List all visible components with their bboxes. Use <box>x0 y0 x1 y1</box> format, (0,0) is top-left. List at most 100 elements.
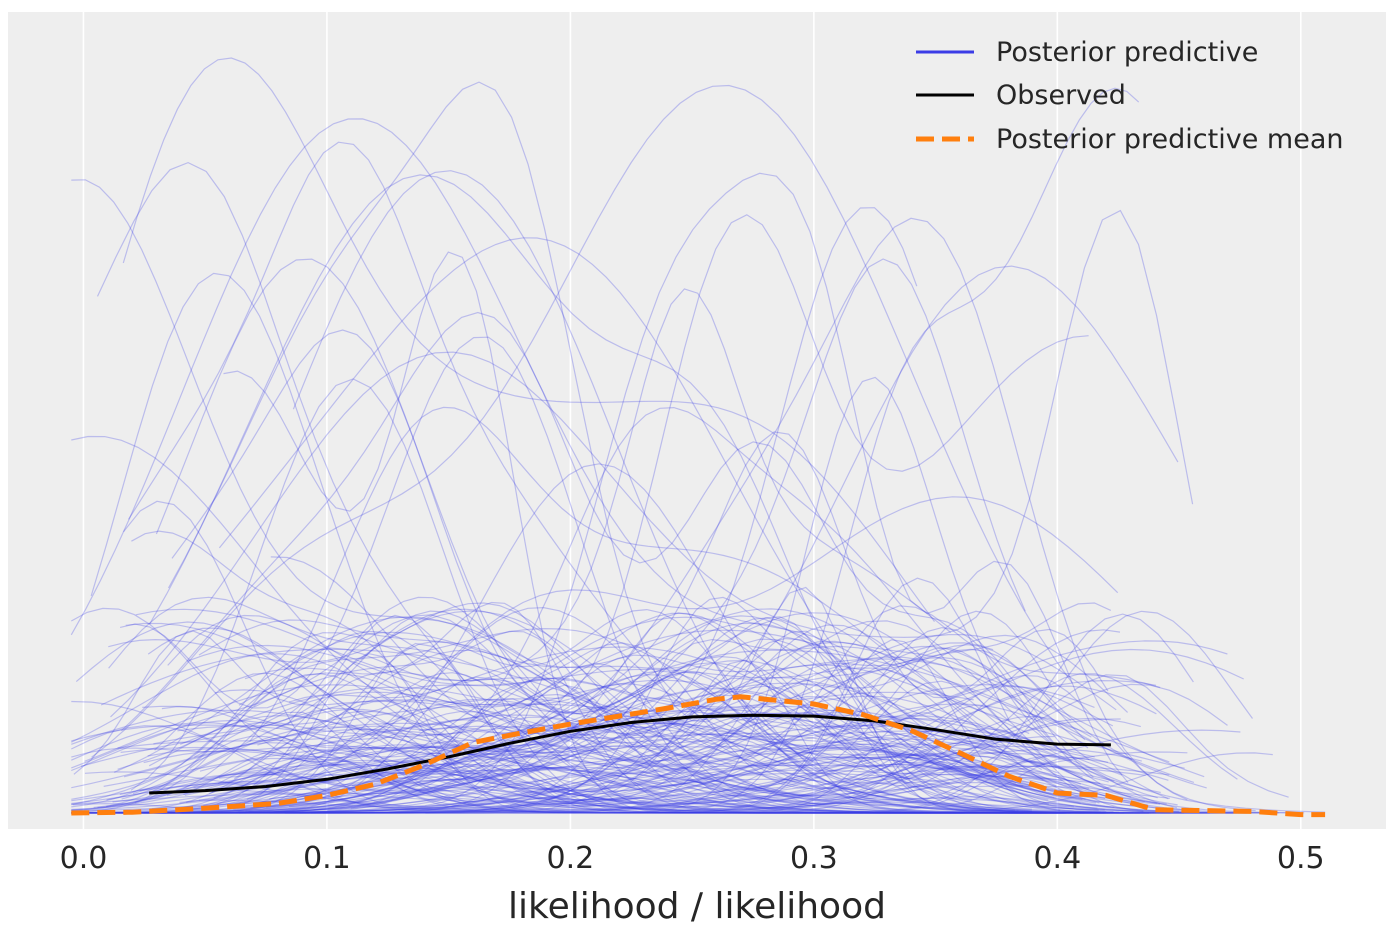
posterior-predictive-line <box>232 672 1057 814</box>
posterior-predictive-line <box>350 615 1083 810</box>
posterior-predictive-line <box>118 596 925 814</box>
posterior-predictive-line <box>269 769 1100 813</box>
posterior-predictive-line <box>71 719 950 793</box>
posterior-predictive-line <box>143 743 1188 814</box>
plot-area <box>8 12 1386 829</box>
x-tick-label: 0.2 <box>547 841 595 876</box>
posterior-predictive-line <box>214 689 1115 782</box>
posterior-predictive-line <box>89 756 1055 814</box>
posterior-predictive-line <box>177 725 1066 814</box>
posterior-predictive-line <box>155 214 1089 700</box>
posterior-predictive-line <box>154 672 1141 814</box>
posterior-predictive-line <box>153 610 1028 814</box>
posterior-predictive-line <box>72 765 1044 814</box>
series-lines <box>71 694 1326 818</box>
posterior-predictive-line <box>184 685 1101 813</box>
posterior-predictive-line <box>263 698 1065 814</box>
posterior-predictive-line <box>71 764 1149 814</box>
posterior-predictive-line <box>108 602 1048 814</box>
posterior-predictive-line <box>71 715 1106 814</box>
posterior-predictive-line <box>71 763 1170 814</box>
x-axis-ticks: 0.0 0.1 0.2 0.3 0.4 0.5 <box>60 841 1325 876</box>
posterior-predictive-line <box>71 662 1083 814</box>
x-tick-label: 0.4 <box>1033 841 1081 876</box>
posterior-predictive-line <box>132 613 1194 814</box>
posterior-predictive-line <box>148 714 1123 776</box>
posterior-predictive-line <box>103 746 977 814</box>
posterior-predictive-line <box>161 706 1061 810</box>
posterior-predictive-line <box>131 530 957 814</box>
posterior-predictive-line <box>71 769 1101 814</box>
posterior-predictive-line <box>71 739 1061 814</box>
posterior-predictive-line <box>130 378 1157 812</box>
legend: Posterior predictive Observed Posterior … <box>916 37 1343 155</box>
posterior-predictive-line <box>311 737 1214 814</box>
posterior-predictive-line <box>266 709 1193 811</box>
posterior-predictive-line <box>71 725 1170 813</box>
posterior-predictive-line <box>242 746 1161 805</box>
posterior-predictive-line <box>147 627 964 814</box>
posterior-predictive-line <box>120 311 1094 778</box>
posterior-predictive-line <box>245 722 978 812</box>
posterior-predictive-line <box>288 678 1237 814</box>
posterior-predictive-line <box>71 606 1017 784</box>
posterior-predictive-line <box>235 647 1059 814</box>
posterior-predictive-line <box>108 596 1111 814</box>
posterior-predictive-line <box>209 764 1063 814</box>
posterior-predictive-line <box>217 685 1114 806</box>
posterior-predictive-line <box>176 684 1109 814</box>
posterior-predictive-line <box>71 747 997 805</box>
posterior-predictive-line <box>239 640 1228 814</box>
posterior-predictive-line <box>126 496 1119 813</box>
posterior-predictive-line <box>233 745 1107 813</box>
posterior-predictive-line <box>84 659 1052 814</box>
posterior-predictive-line <box>71 741 1144 814</box>
posterior-predictive-line <box>104 728 1161 814</box>
posterior-predictive-line <box>134 602 1112 804</box>
posterior-predictive-line <box>180 265 1179 814</box>
posterior-predictive-line <box>194 662 1085 814</box>
posterior-predictive-line <box>91 84 1073 758</box>
posterior-predictive-line <box>135 608 1100 804</box>
posterior-predictive-line <box>223 251 1067 814</box>
posterior-predictive-line <box>123 764 927 814</box>
posterior-predictive-line <box>71 766 1132 814</box>
observed-line <box>149 713 1111 795</box>
posterior-predictive-line <box>285 736 1170 814</box>
posterior-predictive-line <box>110 209 1194 718</box>
posterior-predictive-line <box>71 674 1289 798</box>
posterior-predictive-line <box>283 608 1096 797</box>
posterior-predictive-line <box>137 752 1154 814</box>
posterior-predictive-mean-line <box>71 694 1326 818</box>
posterior-predictive-line <box>70 118 946 725</box>
posterior-predictive-line <box>287 596 1158 799</box>
posterior-predictive-line <box>96 161 1185 814</box>
posterior-predictive-line <box>71 745 1169 805</box>
posterior-predictive-line <box>71 640 1090 814</box>
posterior-predictive-line <box>203 674 1090 807</box>
posterior-predictive-line <box>199 757 1044 811</box>
legend-label-posterior-predictive: Posterior predictive <box>996 37 1258 68</box>
posterior-predictive-line <box>345 683 1167 805</box>
posterior-predictive-line <box>120 745 1249 814</box>
posterior-predictive-line <box>166 765 1009 809</box>
posterior-predictive-line <box>146 463 1052 814</box>
posterior-predictive-line <box>71 756 1134 814</box>
posterior-predictive-line <box>249 406 897 742</box>
posterior-predictive-line <box>71 721 965 814</box>
x-axis-label: likelihood / likelihood <box>508 886 886 927</box>
posterior-predictive-line <box>179 655 1134 814</box>
posterior-predictive-line <box>235 653 964 814</box>
posterior-predictive-line <box>75 621 1030 735</box>
posterior-predictive-line <box>326 648 1133 812</box>
posterior-predictive-line <box>246 608 1104 814</box>
posterior-predictive-line <box>119 336 1004 814</box>
posterior-predictive-line <box>113 616 1088 797</box>
posterior-predictive-line <box>71 632 1015 812</box>
posterior-predictive-line <box>153 683 1095 814</box>
posterior-predictive-line <box>510 756 1024 807</box>
posterior-predictive-line <box>226 654 1205 814</box>
posterior-predictive-line <box>71 612 973 801</box>
posterior-predictive-line <box>186 659 1115 808</box>
posterior-predictive-line <box>167 81 1149 814</box>
